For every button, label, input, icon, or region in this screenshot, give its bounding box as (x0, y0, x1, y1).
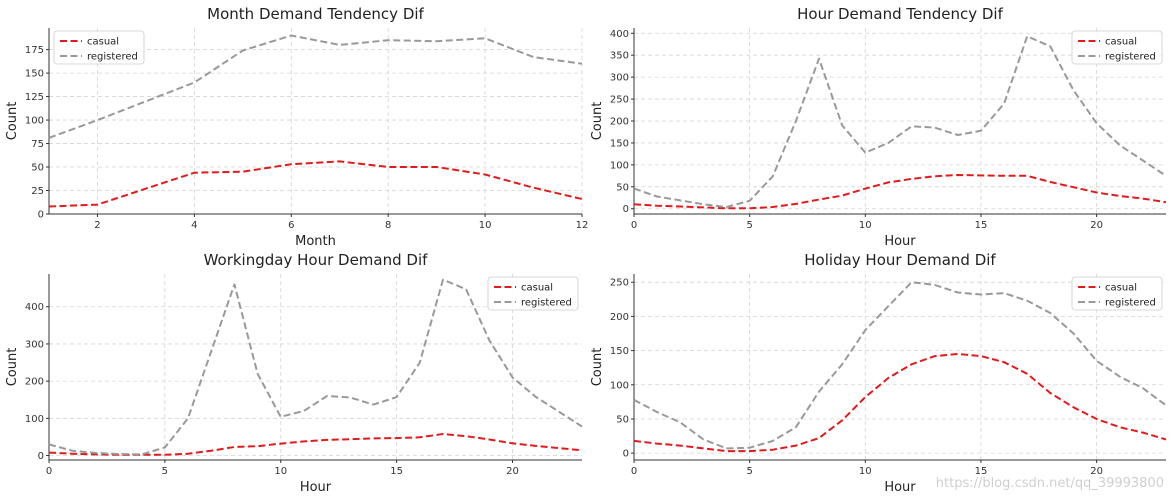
series-line-casual (48, 433, 583, 456)
legend-label-casual: casual (87, 37, 119, 48)
y-tick-label: 75 (31, 139, 44, 150)
x-tick-label: 0 (46, 466, 52, 477)
x-tick-label: 5 (162, 466, 168, 477)
x-tick-label: 15 (390, 466, 403, 477)
y-tick-label: 200 (610, 312, 629, 323)
series-line-registered (633, 281, 1167, 450)
legend: casual registered (53, 30, 145, 65)
y-axis-label: Count (590, 348, 605, 387)
y-tick-label: 50 (616, 414, 629, 425)
y-tick-label: 125 (25, 92, 44, 103)
chart-title: Workingday Hour Demand Dif (204, 251, 429, 269)
x-tick-label: 20 (1090, 220, 1103, 231)
x-tick-label: 4 (191, 220, 197, 231)
y-tick-label: 200 (25, 377, 44, 388)
y-axis-label: Count (590, 102, 605, 141)
legend-label-registered: registered (87, 52, 138, 63)
y-tick-label: 300 (610, 73, 629, 84)
x-tick-label: 0 (631, 466, 637, 477)
y-tick-label: 250 (610, 278, 629, 289)
series-line-casual (633, 174, 1167, 210)
series-line-registered (633, 35, 1167, 208)
x-tick-label: 5 (746, 466, 752, 477)
x-tick-label: 10 (479, 220, 492, 231)
legend: casual registered (1071, 30, 1163, 65)
legend: casual registered (1071, 276, 1163, 311)
y-tick-label: 0 (623, 449, 629, 460)
x-tick-label: 15 (975, 466, 988, 477)
y-tick-label: 50 (616, 182, 629, 193)
y-tick-label: 100 (610, 380, 629, 391)
y-tick-label: 250 (610, 95, 629, 106)
x-tick-label: 12 (576, 220, 589, 231)
y-tick-label: 100 (25, 116, 44, 127)
y-tick-label: 100 (25, 414, 44, 425)
x-tick-label: 20 (1090, 466, 1103, 477)
x-tick-label: 20 (506, 466, 519, 477)
y-tick-label: 400 (610, 29, 629, 40)
y-tick-label: 150 (25, 69, 44, 80)
y-tick-label: 0 (38, 451, 44, 462)
y-tick-label: 0 (623, 204, 629, 215)
y-tick-label: 400 (25, 302, 44, 313)
y-tick-label: 350 (610, 51, 629, 62)
y-tick-label: 50 (31, 163, 44, 174)
chart-title: Hour Demand Tendency Dif (797, 5, 1003, 23)
x-tick-label: 8 (385, 220, 391, 231)
series-line-casual (48, 160, 583, 208)
x-tick-label: 10 (274, 466, 287, 477)
legend-label-registered: registered (1105, 52, 1156, 63)
x-axis-label: Hour (884, 480, 916, 495)
x-axis-label: Hour (300, 480, 332, 495)
y-tick-label: 150 (610, 138, 629, 149)
x-axis-label: Hour (884, 234, 916, 249)
y-tick-label: 300 (25, 339, 44, 350)
x-tick-label: 15 (975, 220, 988, 231)
x-tick-label: 5 (746, 220, 752, 231)
y-tick-label: 100 (610, 160, 629, 171)
series-line-casual (633, 353, 1167, 453)
legend-label-casual: casual (521, 283, 553, 294)
chart-title: Holiday Hour Demand Dif (804, 251, 996, 269)
y-tick-label: 175 (25, 45, 44, 56)
legend-label-registered: registered (521, 298, 572, 309)
x-axis-label: Month (295, 234, 336, 249)
y-tick-label: 150 (610, 346, 629, 357)
x-tick-label: 10 (859, 220, 872, 231)
watermark-text: https://blog.csdn.net/qq_39993800 (936, 476, 1164, 491)
legend: casual registered (487, 276, 579, 311)
x-tick-label: 10 (859, 466, 872, 477)
y-axis-label: Count (5, 348, 20, 387)
legend-label-registered: registered (1105, 298, 1156, 309)
legend-label-casual: casual (1105, 283, 1137, 294)
legend-label-casual: casual (1105, 37, 1137, 48)
y-axis-label: Count (5, 102, 20, 141)
series-line-registered (48, 278, 583, 456)
chart-title: Month Demand Tendency Dif (207, 5, 424, 23)
x-tick-label: 6 (288, 220, 294, 231)
y-tick-label: 200 (610, 117, 629, 128)
x-tick-label: 0 (631, 220, 637, 231)
x-tick-label: 2 (94, 220, 100, 231)
series-line-registered (48, 34, 583, 139)
y-tick-label: 0 (38, 210, 44, 221)
chart-panel-1: 2 4 6 8 10 12 0 25 50 75 100 125 150 175 Month Demand … (5, 5, 588, 249)
y-tick-label: 25 (31, 186, 44, 197)
